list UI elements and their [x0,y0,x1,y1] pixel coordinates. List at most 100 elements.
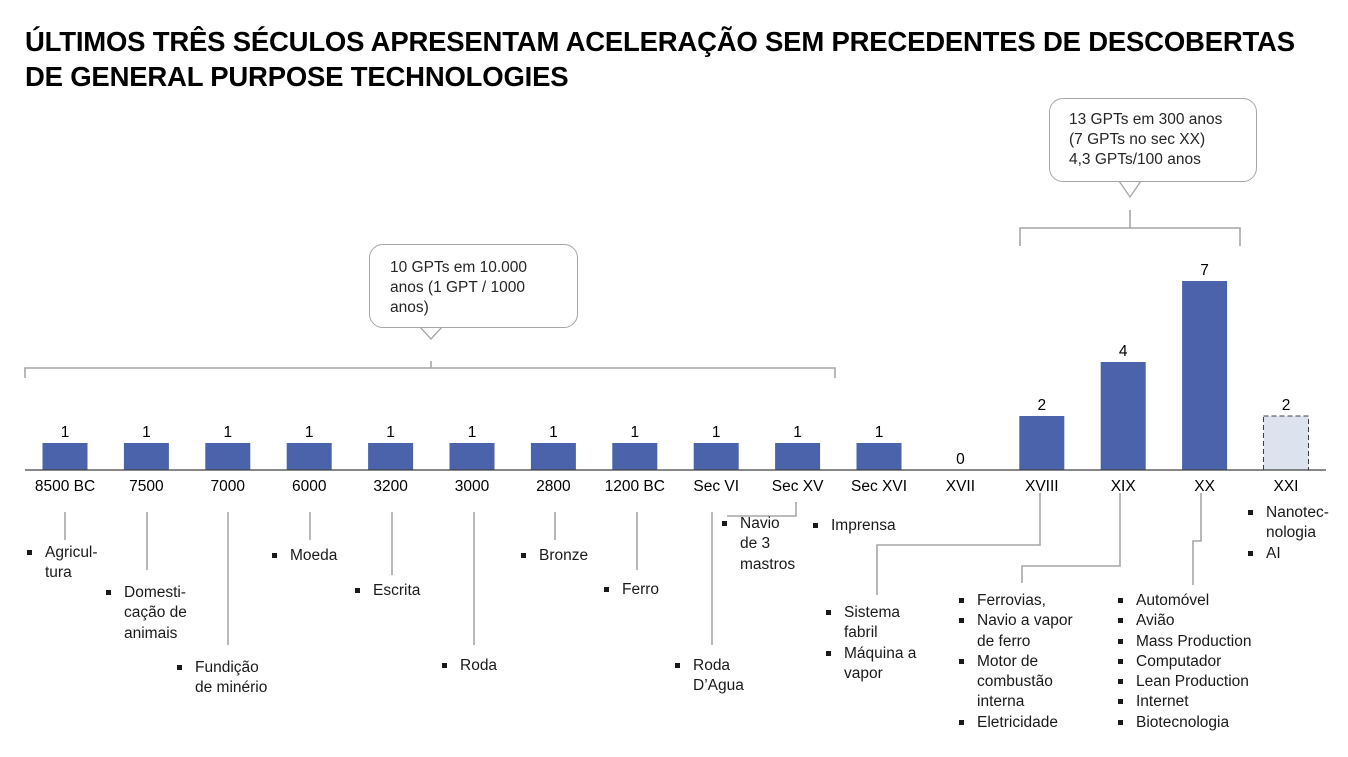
tick-label-7: 1200 BC [605,478,665,495]
tech-item: AI [1248,544,1329,564]
callout-right-line-1: 13 GPTs em 300 anos [1069,111,1223,128]
tech-list-3: Moeda [272,546,337,566]
tech-item: Escrita [355,581,420,601]
bar-8 [693,443,739,470]
tick-label-13: XIX [1111,478,1137,495]
connector-line-11 [1021,493,1121,583]
tick-label-0: 8500 BC [35,478,95,495]
tech-list-10: Imprensa [813,516,896,536]
tech-list-8: Roda D’Agua [675,656,744,697]
tech-item: Computador [1118,652,1251,672]
tech-item: Eletricidade [959,713,1073,733]
data-label-4: 1 [386,424,395,441]
tech-item: Navio de 3 mastros [722,514,795,575]
tech-item: Roda D’Agua [675,656,744,697]
tech-list-1: Domesti-cação de animais [106,583,187,644]
tech-item: Internet [1118,692,1251,712]
connector-line-12 [1192,493,1202,585]
bar-5 [449,443,495,470]
tech-item: Agricul-tura [27,543,98,584]
data-label-9: 1 [793,424,802,441]
bar-15 [1263,415,1309,471]
page-title: ÚLTIMOS TRÊS SÉCULOS APRESENTAM ACELERAÇ… [25,24,1325,94]
tech-list-11: Sistema fabril Máquina a vapor [826,603,916,684]
callout-left-line-3: anos) [390,299,429,316]
tech-item: Moeda [272,546,337,566]
bar-1 [123,443,169,470]
bar-7 [612,443,658,470]
bar-10 [856,443,902,470]
title-line-2: DE GENERAL PURPOSE TECHNOLOGIES [25,61,569,92]
tech-item: Sistema fabril [826,603,916,644]
callout-right-tail [1118,180,1142,199]
brace-ancient [24,361,836,378]
tech-list-2: Fundição de minério [177,658,267,699]
tick-label-5: 3000 [455,478,490,495]
tick-label-10: Sec XVI [851,478,907,495]
tech-list-13: Automóvel Avião Mass Production Computador L… [1118,591,1251,733]
tech-list-7: Ferro [604,580,659,600]
bar-2 [205,443,251,470]
data-label-6: 1 [549,424,558,441]
connector-line-10 [876,493,1041,595]
tick-label-6: 2800 [536,478,571,495]
data-label-1: 1 [142,424,151,441]
data-label-11: 0 [956,451,965,468]
data-label-8: 1 [712,424,721,441]
data-label-15: 2 [1282,397,1291,414]
callout-modern-gpts: 13 GPTs em 300 anos (7 GPTs no sec XX) 4… [1049,98,1257,182]
tick-label-2: 7000 [211,478,246,495]
tech-item: Nanotec-nologia [1248,503,1329,544]
callout-left-tail [419,326,443,340]
tech-item: Lean Production [1118,672,1251,692]
bar-3 [286,443,332,470]
tech-item: Avião [1118,611,1251,631]
data-label-2: 1 [223,424,232,441]
tech-item: Mass Production [1118,632,1251,652]
callout-left-line-1: 10 GPTs em 10.000 [390,259,527,276]
tick-label-3: 6000 [292,478,327,495]
tick-label-4: 3200 [373,478,408,495]
tech-item: Imprensa [813,516,896,536]
data-label-7: 1 [630,424,639,441]
tech-list-9: Navio de 3 mastros [722,514,795,575]
callout-right-line-3: 4,3 GPTs/100 anos [1069,151,1201,168]
data-label-0: 1 [61,424,70,441]
tick-label-1: 7500 [129,478,164,495]
tech-item: Domesti-cação de animais [106,583,187,644]
bar-6 [530,443,576,470]
tech-item: Fundição de minério [177,658,267,699]
bar-0 [42,443,88,470]
connector-line-9 [727,502,797,517]
tech-list-0: Agricul-tura [27,543,98,584]
tick-label-12: XVIII [1025,478,1059,495]
data-label-14: 7 [1200,262,1209,279]
data-label-3: 1 [305,424,314,441]
tech-list-6: Bronze [521,546,588,566]
callout-left-line-2: anos (1 GPT / 1000 [390,279,525,296]
tech-item: Bronze [521,546,588,566]
tech-item: Ferrovias, [959,591,1073,611]
callout-ancient-gpts: 10 GPTs em 10.000 anos (1 GPT / 1000 ano… [369,244,578,328]
tick-label-15: XXI [1274,478,1299,495]
tech-list-14: Nanotec-nologia AI [1248,503,1329,564]
bar-14 [1182,281,1228,470]
tech-list-4: Escrita [355,581,420,601]
data-label-10: 1 [875,424,884,441]
bar-4 [368,443,414,470]
tick-label-8: Sec VI [693,478,739,495]
tech-list-12: Ferrovias, Navio a vapor de ferro Motor de c… [959,591,1073,733]
tech-item: Navio a vapor de ferro [959,611,1073,652]
data-label-12: 2 [1037,397,1046,414]
tech-item: Máquina a vapor [826,644,916,685]
tick-label-11: XVII [946,478,975,495]
data-label-13: 4 [1119,343,1128,360]
tick-label-9: Sec XV [772,478,824,495]
bar-9 [775,443,821,470]
tech-item: Automóvel [1118,591,1251,611]
tech-item: Ferro [604,580,659,600]
bar-12 [1019,416,1065,470]
callout-right-line-2: (7 GPTs no sec XX) [1069,131,1206,148]
tick-label-14: XX [1194,478,1215,495]
